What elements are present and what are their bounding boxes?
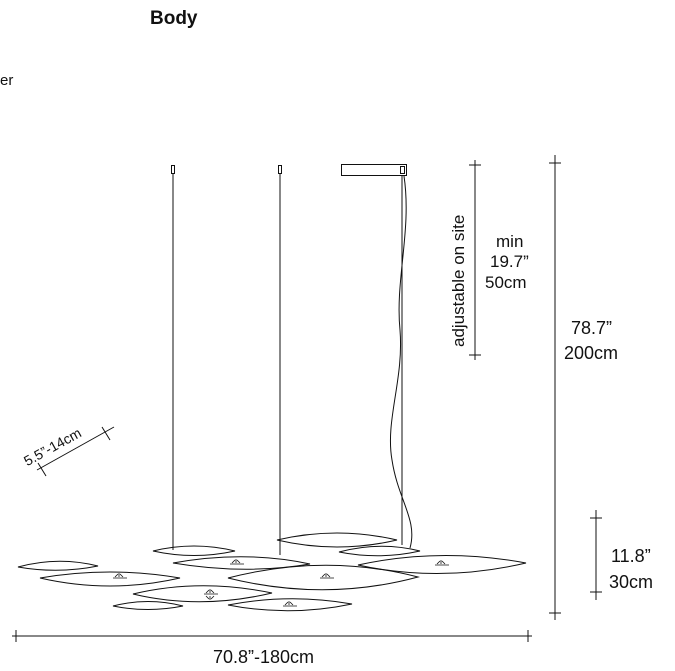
leaf-6: [338, 545, 421, 557]
diffuser-height-centimeters: 30cm: [609, 572, 654, 592]
leaf-2: [39, 571, 181, 587]
led-marks: [113, 559, 449, 607]
min-inches: 19.7”: [490, 252, 529, 271]
ceiling-hook-middle: [278, 165, 282, 174]
min-label: min: [496, 232, 524, 251]
leaf-7: [227, 564, 420, 591]
leaf-3: [152, 545, 236, 556]
leaf-10: [112, 601, 184, 610]
leaf-1: [17, 560, 99, 571]
height-inches: 78.7”: [571, 318, 613, 338]
leaf-5: [276, 532, 398, 548]
side-text-fragment: er: [0, 72, 14, 89]
leaf-11: [227, 598, 353, 612]
depth-dimension-line: [36, 426, 115, 471]
power-cord: [389, 175, 413, 549]
min-centimeters: 50cm: [485, 273, 527, 292]
ceiling-canopy: [341, 164, 407, 176]
ceiling-hook-left: [171, 165, 175, 174]
width-label: 70.8”-180cm: [213, 647, 315, 667]
diffuser-height-inches: 11.8”: [611, 546, 651, 566]
leaf-9: [132, 585, 273, 603]
height-centimeters: 200cm: [564, 343, 619, 363]
canopy-connector: [400, 166, 405, 174]
page-title: Body: [150, 8, 198, 29]
leaf-8: [357, 555, 527, 574]
adjustable-label: adjustable on site: [449, 214, 468, 347]
leaf-4: [172, 556, 311, 570]
